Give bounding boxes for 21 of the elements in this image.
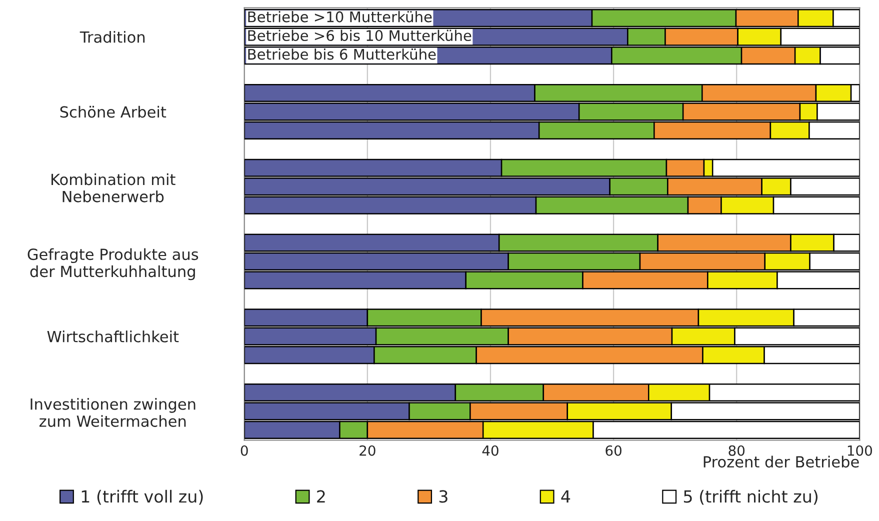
legend-label: 4 — [561, 490, 570, 503]
annotation: Betriebe >10 Mutterkühe — [248, 11, 432, 22]
legend-label: 5 (trifft nicht zu) — [684, 490, 818, 505]
y-tick-label: Investitionen zwingen zum Weitermachen — [30, 398, 196, 427]
x-tick-label: 0 — [240, 445, 248, 456]
annotation: Betriebe >6 bis 10 Mutterkühe — [248, 30, 472, 42]
y-tick-label: Gefragte Produkte aus der Mutterkuhhaltung — [28, 248, 198, 280]
y-tick-label: Wirtschaftlichkeit — [47, 330, 179, 342]
y-tick-label: Tradition — [80, 31, 145, 43]
x-tick-label: 60 — [606, 445, 622, 456]
legend-label: 2 — [317, 490, 325, 503]
x-tick-label: 100 — [848, 445, 872, 456]
legend-label: 3 — [439, 490, 448, 503]
y-tick-label: Kombination mit Nebenerwerb — [52, 173, 176, 202]
x-tick-label: 40 — [482, 445, 498, 456]
y-tick-label: Schöne Arbeit — [60, 106, 166, 118]
x-axis-title: Prozent der Betriebe — [704, 456, 859, 468]
x-tick-label: 20 — [360, 445, 376, 456]
legend-label: 1 (trifft voll zu) — [82, 490, 203, 505]
x-tick-label: 80 — [728, 445, 745, 456]
annotation: Betriebe bis 6 Mutterkühe — [248, 48, 436, 60]
